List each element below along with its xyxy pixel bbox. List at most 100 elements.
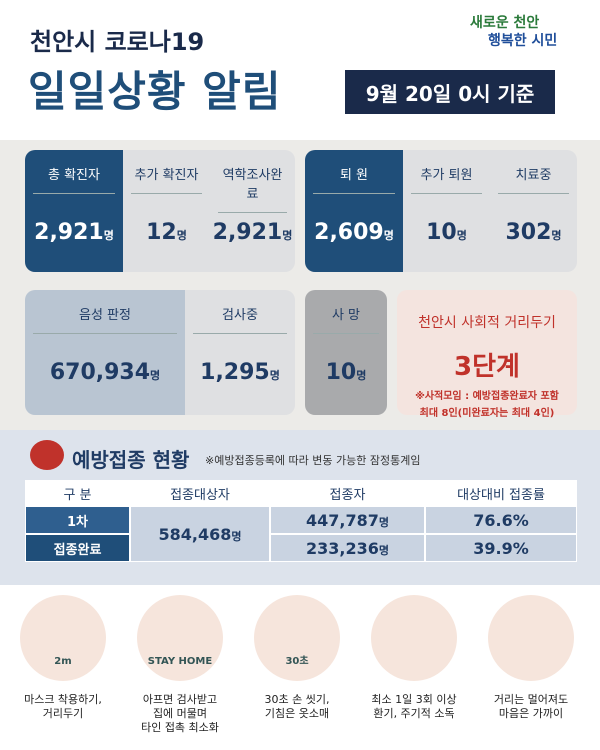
stat-label: 음성 판정	[33, 304, 177, 334]
tip: 최소 1일 3회 이상 환기, 주기적 소독	[359, 595, 469, 721]
unit: 명	[176, 229, 187, 242]
table-header: 구 분	[25, 480, 130, 506]
value-number: 233,236	[306, 538, 379, 558]
stat-label: 사 망	[313, 304, 379, 334]
value: 302명	[490, 220, 577, 245]
icon	[30, 440, 64, 470]
value-number: 10	[426, 220, 457, 245]
value-number: 2,921	[212, 220, 283, 245]
date-badge: 9월 20일 0시 기준	[345, 70, 555, 114]
tip-caption: 아프면 검사받고	[142, 693, 218, 706]
value-number: 670,934	[49, 360, 151, 385]
row-label: 1차	[25, 506, 130, 534]
logo-line: 행복한 시민	[488, 33, 558, 49]
value: 447,787명	[306, 511, 389, 530]
value: 233,236명	[306, 539, 389, 558]
illustration-label: 2m	[54, 656, 72, 667]
unit: 명	[150, 369, 161, 382]
stat-cell: 사 망 10명	[305, 290, 387, 415]
illustration: STAY HOME	[137, 595, 223, 681]
distancing-box: 천안시 사회적 거리두기 3단계 ※사적모임 : 예방접종완료자 포함 최대 8…	[397, 290, 577, 419]
logo-line: 새로운 천안	[470, 15, 540, 31]
stat-label: 추가 확진자	[131, 164, 202, 194]
subtitle: 천안시 코로나19	[30, 28, 205, 56]
illustration	[371, 595, 457, 681]
unit: 명	[383, 229, 394, 242]
vaccination-table: 구 분 접종대상자 접종자 대상대비 접종률 1차 584,468명 447,787명 76.…	[25, 480, 577, 566]
header: 천안시 코로나19 일일상황 알림 9월 20일 0시 기준 새로운 천안 행복…	[0, 0, 600, 140]
vaccinated-cell: 233,236명	[270, 534, 425, 562]
vaccination-note: ※예방접종등록에 따라 변동 가능한 잠정통계임	[205, 454, 421, 467]
tip-caption: 거리는 멀어져도	[493, 693, 569, 706]
value: 584,468명	[159, 525, 242, 544]
vaccinated-cell: 447,787명	[270, 506, 425, 534]
distancing-level: 3단계	[454, 352, 520, 382]
value-number: 2,609	[314, 220, 384, 245]
stat-label: 총 확진자	[33, 164, 115, 194]
stat-cell: 퇴 원 2,609명	[305, 150, 403, 272]
unit: 명	[378, 543, 389, 557]
stat-cell: 추가 확진자 12명	[123, 150, 210, 272]
unit: 명	[282, 229, 293, 242]
unit: 명	[551, 229, 562, 242]
illustration-label: 30초	[285, 656, 309, 667]
tip-caption: 마스크 착용하기,	[24, 693, 102, 706]
stat-cell: 추가 퇴원 10명	[403, 150, 490, 272]
unit: 명	[356, 369, 367, 382]
value-number: 1,295	[200, 360, 270, 385]
table-header: 접종자	[270, 480, 425, 506]
tip: 2m 마스크 착용하기, 거리두기	[8, 595, 118, 721]
value-number: 584,468	[158, 524, 232, 544]
tip: STAY HOME 아프면 검사받고 집에 머물며 타인 접촉 최소화	[125, 595, 235, 735]
rate-cell: 39.9%	[425, 534, 577, 562]
value: 1,295명	[185, 360, 295, 385]
tip-caption: 거리두기	[42, 707, 84, 720]
stat-label: 퇴 원	[313, 164, 395, 194]
stat-label: 검사중	[193, 304, 287, 334]
tip-caption: 환기, 주기적 소독	[373, 707, 455, 720]
illustration	[488, 595, 574, 681]
value-number: 302	[505, 220, 552, 245]
tip-caption: 최소 1일 3회 이상	[371, 693, 457, 706]
table-header: 접종대상자	[130, 480, 270, 506]
vaccination-title: 예방접종 현황	[72, 448, 190, 472]
distancing-note: ※사적모임 : 예방접종완료자 포함	[415, 391, 559, 402]
stat-label: 역학조사완료	[218, 164, 287, 213]
tip-caption: 기침은 옷소매	[264, 707, 330, 720]
value: 2,921명	[25, 220, 123, 245]
value: 12명	[123, 220, 210, 245]
value-number: 2,921	[34, 220, 104, 245]
stat-cell: 음성 판정 670,934명	[25, 290, 185, 415]
value-number: 10	[325, 360, 357, 385]
tip-caption: 타인 접촉 최소화	[141, 721, 219, 734]
vaccination: 예방접종 현황 ※예방접종등록에 따라 변동 가능한 잠정통계임 구 분 접종대상…	[0, 430, 600, 585]
distancing-title: 천안시 사회적 거리두기	[418, 315, 556, 331]
tip-caption: 30초 손 씻기,	[264, 693, 330, 706]
table-header: 대상대비 접종률	[425, 480, 577, 506]
illustration-label: STAY HOME	[147, 656, 213, 667]
tip-caption: 집에 머물며	[152, 707, 208, 720]
stat-label: 치료중	[498, 164, 569, 194]
stat-cell: 치료중 302명	[490, 150, 577, 272]
stat-cell: 역학조사완료 2,921명	[210, 150, 295, 272]
value: 2,921명	[210, 220, 295, 245]
unit: 명	[456, 229, 467, 242]
unit: 명	[231, 529, 242, 543]
logo: 새로운 천안 행복한 시민	[470, 14, 557, 50]
title: 일일상황 알림	[28, 67, 282, 116]
value-number: 447,787	[306, 510, 379, 530]
stat-label: 추가 퇴원	[411, 164, 482, 194]
value-number: 12	[146, 220, 177, 245]
distancing-note: 최대 8인(미완료자는 최대 4인)	[419, 408, 555, 419]
unit: 명	[269, 369, 280, 382]
illustration: 2m	[20, 595, 106, 681]
rate-cell: 76.6%	[425, 506, 577, 534]
unit: 명	[103, 229, 114, 242]
illustration: 30초	[254, 595, 340, 681]
unit: 명	[378, 515, 389, 529]
value: 670,934명	[25, 360, 185, 385]
target-cell: 584,468명	[130, 506, 270, 562]
